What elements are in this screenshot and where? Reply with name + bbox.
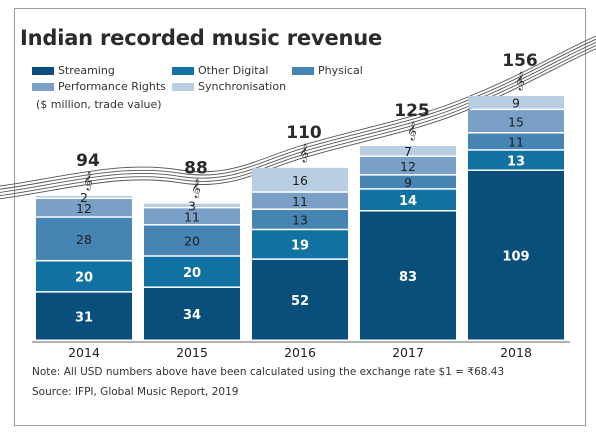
total-label: 88 [184,159,208,179]
legend-item-synchronisation: Synchronisation [172,80,286,93]
bar-segment [36,292,132,340]
bar-segment [360,189,456,211]
bar-segment [468,96,564,109]
treble-clef-icon: 𝄞 [515,71,524,91]
legend-swatch [172,67,194,75]
x-tick-label: 2016 [284,345,316,360]
bar-segment [360,175,456,189]
legend-item-performance-rights: Performance Rights [32,80,166,93]
x-tick-label: 2017 [392,345,424,360]
bar-segment [468,110,564,133]
data-label: 20 [183,266,201,281]
legend-label: Synchronisation [198,80,287,93]
staff-line [0,35,596,187]
data-label: 34 [183,308,201,323]
bar-segment [144,208,240,225]
legend-item-streaming: Streaming [32,64,115,77]
legend-swatch [32,67,54,75]
data-label: 3 [188,199,196,214]
total-label: 156 [502,51,538,71]
data-label: 12 [76,201,92,216]
bar-segment [36,195,132,198]
bar-segment [252,259,348,340]
bar-segment [360,156,456,175]
legend-label: Streaming [58,64,115,77]
staff-lines [0,35,596,200]
legend-swatch [292,67,314,75]
bar-segment [252,209,348,229]
legend-label: Other Digital [198,64,269,77]
bar-segment [468,170,564,340]
bar-segment [144,225,240,256]
total-label: 125 [394,101,430,121]
treble-clef-icon: 𝄞 [407,121,416,141]
data-label: 20 [75,271,93,286]
treble-clef-icon: 𝄞 [191,179,200,199]
legend-swatch [172,83,194,91]
source-note: Source: IFPI, Global Music Report, 2019 [32,386,239,398]
data-label: 11 [292,194,308,209]
total-label: 110 [286,123,322,143]
legend-swatch [32,83,54,91]
bar-segment [252,230,348,259]
legend-label: Physical [318,64,363,77]
data-label: 12 [400,159,416,174]
x-tick-label: 2015 [176,345,208,360]
staff-line [0,48,596,200]
data-label: 52 [291,294,309,309]
data-label: 11 [508,135,524,150]
data-labels: 3120281223420201135219131116831491271091… [75,96,530,326]
data-label: 14 [399,194,417,209]
bar-segment [36,199,132,217]
data-label: 9 [512,96,520,111]
data-label: 7 [404,144,412,159]
data-label: 19 [291,239,309,254]
bar-segment [36,217,132,260]
bar-stacks [36,96,564,340]
total-labels: 94𝄞88𝄞110𝄞125𝄞156𝄞 [76,51,538,199]
data-label: 109 [502,249,529,264]
footnote: Note: All USD numbers above have been ca… [32,366,505,378]
data-label: 20 [184,234,200,249]
bar-segment [36,261,132,292]
legend-item-other-digital: Other Digital [172,64,268,77]
legend-item-physical: Physical [292,64,363,77]
legend-label: Performance Rights [58,80,166,93]
bar-segment [144,203,240,207]
data-label: 31 [75,310,93,325]
data-label: 13 [292,213,308,228]
chart-title: Indian recorded music revenue [20,26,383,50]
data-label: 13 [507,154,525,169]
data-label: 15 [508,114,524,129]
bar-segment [144,256,240,287]
staff-line [0,41,596,193]
data-label: 16 [292,173,308,188]
x-tick-labels: 2014 2015 2016 2017 2018 [68,345,532,360]
total-label: 94 [76,151,100,171]
data-label: 11 [184,209,200,224]
bar-segment [144,287,240,340]
data-label: 28 [76,232,92,247]
treble-clef-icon: 𝄞 [83,171,92,191]
staff-line [0,38,596,190]
data-label: 2 [80,190,88,205]
x-tick-label: 2018 [500,345,532,360]
staff-line [0,45,596,197]
data-label: 9 [404,175,412,190]
bar-segment [252,167,348,192]
bar-segment [360,146,456,156]
data-label: 83 [399,270,417,285]
unit-note: ($ million, trade value) [36,98,162,111]
bar-segment [252,192,348,209]
bar-segment [360,211,456,340]
bar-segment [468,133,564,150]
bar-segment [468,150,564,170]
x-tick-label: 2014 [68,345,100,360]
treble-clef-icon: 𝄞 [299,143,308,163]
